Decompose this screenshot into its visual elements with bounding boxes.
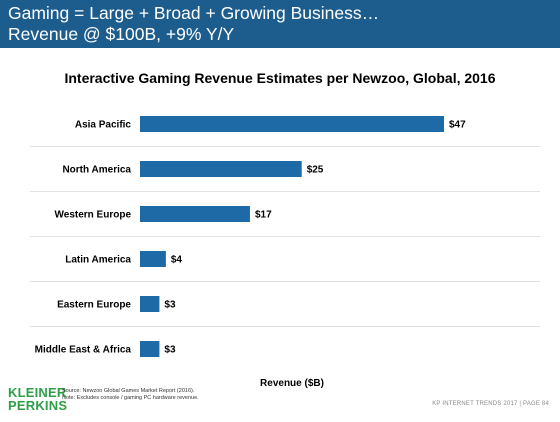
slide-title-line-2: Revenue @ $100B, +9% Y/Y: [8, 24, 235, 44]
footer-page-info: KP INTERNET TRENDS 2017 | PAGE 84: [432, 401, 549, 407]
value-label: $17: [255, 210, 272, 221]
category-label: Asia Pacific: [75, 120, 132, 131]
category-label: Western Europe: [55, 210, 132, 221]
bar-north-america: [140, 161, 302, 177]
note-line: Note: Excludes console / gaming PC hardw…: [62, 395, 199, 401]
source-note: Source: Newzoo Global Games Market Repor…: [62, 388, 199, 402]
category-label: North America: [62, 165, 131, 176]
bar-asia-pacific: [140, 116, 444, 132]
category-label: Latin America: [65, 255, 131, 266]
bar-middle-east-africa: [140, 341, 160, 357]
value-label: $47: [449, 120, 466, 131]
x-axis-label: Revenue ($B): [260, 378, 324, 389]
value-label: $3: [164, 300, 176, 311]
category-label: Middle East & Africa: [35, 345, 132, 356]
slide-title-line-1: Gaming = Large + Broad + Growing Busines…: [8, 3, 380, 23]
source-line: Source: Newzoo Global Games Market Repor…: [62, 388, 195, 394]
logo-line-1: KLEINER: [8, 385, 67, 400]
bar-eastern-europe: [140, 296, 160, 312]
row-separators: [30, 146, 540, 327]
value-labels: $47 $25 $17 $4 $3 $3: [164, 120, 466, 356]
logo-line-2: PERKINS: [8, 398, 68, 413]
bar-western-europe: [140, 206, 250, 222]
category-labels: Asia Pacific North America Western Europe L…: [35, 120, 132, 356]
category-label: Eastern Europe: [57, 300, 131, 311]
bars: [140, 116, 444, 357]
value-label: $3: [164, 345, 176, 356]
value-label: $25: [307, 165, 324, 176]
value-label: $4: [171, 255, 183, 266]
chart-title: Interactive Gaming Revenue Estimates per…: [64, 70, 496, 86]
bar-latin-america: [140, 251, 166, 267]
slide-header: Gaming = Large + Broad + Growing Busines…: [0, 0, 560, 48]
slide-title: Gaming = Large + Broad + Growing Busines…: [8, 3, 379, 45]
kleiner-perkins-logo: KLEINER PERKINS: [8, 386, 67, 412]
